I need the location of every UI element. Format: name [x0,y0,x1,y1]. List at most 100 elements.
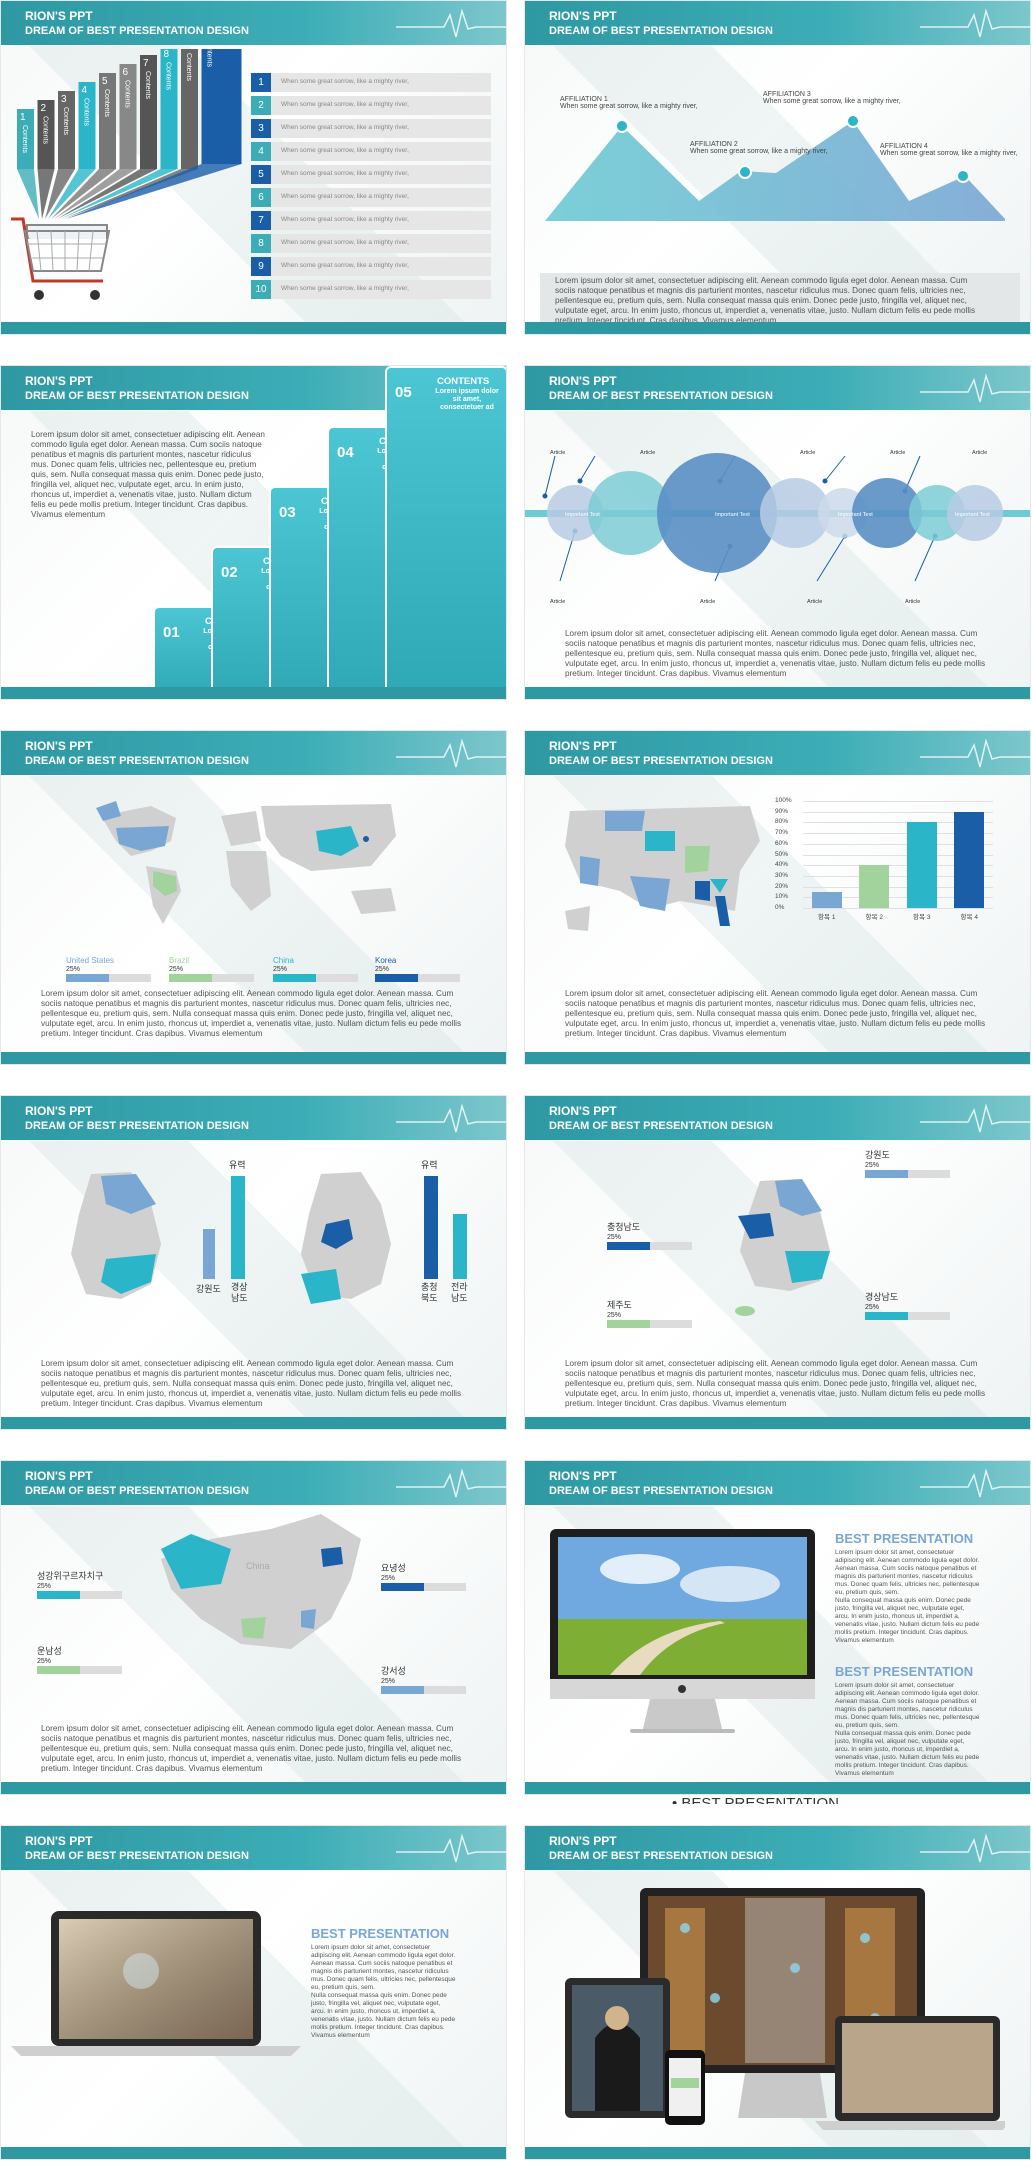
gridline [803,833,993,835]
legend-bar-fill [375,974,418,982]
article-label: Article [800,450,816,456]
legend-name: 충청남도 [607,1222,641,1232]
y-tick-label: 30% [775,871,789,879]
gridline [803,886,993,888]
list-row: 8 When some great sorrow, like a mighty r… [251,234,491,253]
legend-bar-track [169,974,254,982]
legend-bar-fill [169,974,212,982]
bar-label: Contents [185,53,192,82]
slide-8[interactable]: RION'S PPT DREAM OF BEST PRESENTATION DES… [524,1095,1031,1430]
slide-11[interactable]: RION'S PPT DREAM OF BEST PRESENTATION DES… [0,1825,507,2160]
body-text: Lorem ipsum dolor sit amet, consectetuer… [41,989,462,1038]
legend-bar-track [607,1242,692,1250]
gridline [803,865,993,867]
legend-bar-track [375,974,460,982]
affiliation-3: AFFILIATION 3 When some great sorrow, lik… [763,91,901,105]
slide-header: RION'S PPT DREAM OF BEST PRESENTATION DES… [525,1461,1030,1505]
body-text: Lorem ipsum dolor sit amet, consectetuer… [565,989,986,1038]
heartbeat-icon [920,1468,1030,1498]
slide-6[interactable]: RION'S PPT DREAM OF BEST PRESENTATION DES… [524,730,1031,1065]
legend-bar-fill [37,1591,80,1599]
article-label: Article [550,450,566,456]
korea-map [735,1179,830,1316]
gridline [803,843,993,845]
legend-pct: 25% [607,1234,622,1241]
label-jeonnam: 전라 남도 [451,1282,468,1303]
slide-5[interactable]: RION'S PPT DREAM OF BEST PRESENTATION DES… [0,730,507,1065]
row-number: 3 [251,119,271,138]
slide-1[interactable]: RION'S PPT DREAM OF BEST PRESENTATION DES… [0,0,507,335]
legend-item: Brazil 25% [169,956,254,982]
laptop-mockup [11,1911,301,2056]
bar-number: 7 [143,58,149,69]
slide-4[interactable]: RION'S PPT DREAM OF BEST PRESENTATION DES… [524,365,1031,700]
list-row: 5 When some great sorrow, like a mighty r… [251,165,491,184]
row-number: 6 [251,188,271,207]
slide-12[interactable]: RION'S PPT DREAM OF BEST PRESENTATION DES… [524,1825,1031,2160]
gridline [803,908,993,909]
slide-footer [525,687,1030,699]
gridline [803,801,993,802]
affiliation-1: AFFILIATION 1 When some great sorrow, lik… [560,96,698,110]
article-label: Article [700,599,716,605]
step-number: 01 [163,624,180,641]
affiliation-2: AFFILIATION 2 When some great sorrow, lik… [690,141,828,155]
heartbeat-icon [920,738,1030,768]
row-number: 10 [251,280,271,299]
article-label: Article [890,450,906,456]
slide-footer [1,687,506,699]
important-text-4: Important Text [955,512,990,518]
bar [859,865,890,908]
body-text: Lorem ipsum dolor sit amet, consectetuer… [565,1359,986,1408]
content-bar [78,82,96,169]
bar-label: Contents [62,107,69,136]
slide-3[interactable]: RION'S PPT DREAM OF BEST PRESENTATION DES… [0,365,507,700]
list-row: 4 When some great sorrow, like a mighty r… [251,142,491,161]
legend-pct: 25% [381,1575,396,1582]
header-title: RION'S PPT [25,1104,93,1118]
legend-name: 강원도 [865,1150,890,1160]
body-text: Lorem ipsum dolor sit amet, consectetuer… [555,276,976,325]
step-number: 02 [221,564,238,581]
legend-name: 제주도 [607,1300,632,1310]
legend-name: China [273,956,294,965]
body-text: Lorem ipsum dolor sit amet, consectetuer… [565,629,986,678]
row-text: When some great sorrow, like a mighty ri… [281,216,409,223]
slide-10[interactable]: RION'S PPT DREAM OF BEST PRESENTATION DES… [524,1460,1031,1795]
row-text: When some great sorrow, like a mighty ri… [281,78,409,85]
content-bar [99,73,116,169]
list-row: 1 When some great sorrow, like a mighty r… [251,73,491,92]
mountain-chart [545,114,1005,221]
slide-footer [1,1417,506,1429]
header-subtitle: DREAM OF BEST PRESENTATION DESIGN [549,1850,773,1862]
x-tick-label: 항목 4 [960,914,978,921]
bar-label: Contents [21,125,28,154]
devices-mockup [565,1888,1005,2130]
slide-header: RION'S PPT DREAM OF BEST PRESENTATION DES… [1,1826,506,1870]
header-title: RION'S PPT [549,739,617,753]
legend-pct: 25% [169,966,184,973]
bar-chungbuk [424,1176,438,1279]
legend-pct: 25% [273,966,288,973]
legend-item: Korea 25% [375,956,460,982]
header-subtitle: DREAM OF BEST PRESENTATION DESIGN [25,1850,249,1862]
body-text: Lorem ipsum dolor sit amet, consectetuer… [41,1359,462,1408]
china-label: China [246,1561,270,1571]
slide-footer [525,1417,1030,1429]
gridline [803,897,993,899]
slide-9[interactable]: RION'S PPT DREAM OF BEST PRESENTATION DES… [0,1460,507,1795]
slide-footer [1,1052,506,1064]
article-label: Article [640,450,656,456]
legend-pct: 25% [381,1678,396,1685]
imac-mockup [550,1529,815,1733]
slide-2[interactable]: RION'S PPT DREAM OF BEST PRESENTATION DES… [524,0,1031,335]
heartbeat-icon [396,1103,506,1133]
legend-item: United States 25% [66,956,151,982]
step-number: 05 [395,384,412,401]
slide-header: RION'S PPT DREAM OF BEST PRESENTATION DES… [1,1,506,45]
bar-label: Contents [144,71,151,100]
header-subtitle: DREAM OF BEST PRESENTATION DESIGN [25,1120,249,1132]
legend-pct: 25% [66,966,81,973]
heartbeat-icon [920,373,1030,403]
slide-7[interactable]: RION'S PPT DREAM OF BEST PRESENTATION DES… [0,1095,507,1430]
